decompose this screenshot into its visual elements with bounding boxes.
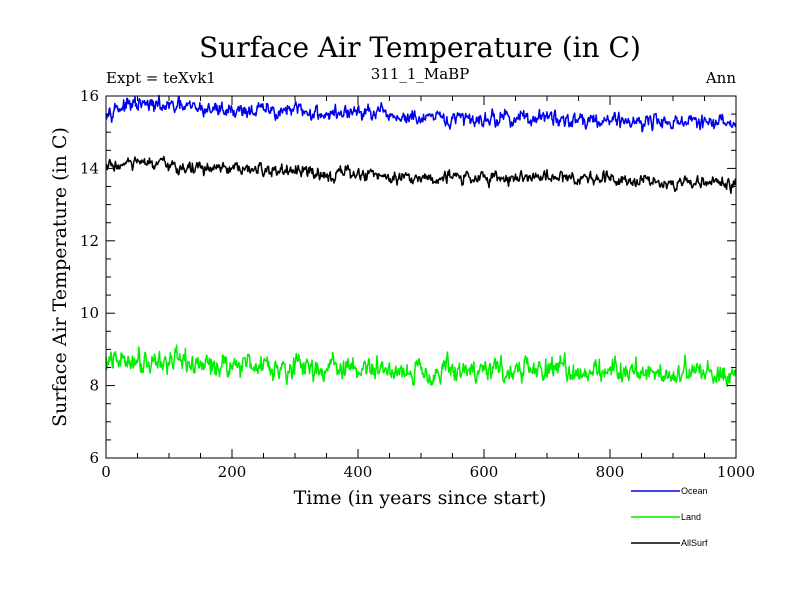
legend: Ocean Land AllSurf	[631, 486, 708, 548]
x-tick-label: 800	[596, 463, 625, 481]
y-tick-label: 10	[80, 304, 99, 322]
y-tick-label: 14	[80, 159, 99, 177]
x-tick-labels: 0 200 400 600 800 1000	[101, 463, 755, 481]
x-tick-label: 1000	[717, 463, 755, 481]
x-tick-label: 400	[344, 463, 373, 481]
series-line-ocean	[105, 94, 737, 133]
series-line-land	[105, 344, 737, 387]
legend-label-ocean: Ocean	[681, 486, 708, 496]
chart-subtitle: 311_1_MaBP	[371, 65, 470, 83]
x-axis-label: Time (in years since start)	[294, 487, 547, 509]
y-tick-label: 6	[89, 449, 99, 467]
experiment-label: Expt = teXvk1	[106, 69, 216, 87]
x-tick-label: 0	[101, 463, 111, 481]
series-layer	[105, 94, 737, 387]
x-tick-label: 200	[218, 463, 247, 481]
legend-label-allsurf: AllSurf	[681, 538, 708, 548]
y-tick-label: 16	[80, 87, 99, 105]
chart-title: Surface Air Temperature (in C)	[199, 31, 641, 64]
x-tick-label: 600	[470, 463, 499, 481]
season-label: Ann	[705, 69, 736, 87]
y-tick-label: 12	[80, 232, 99, 250]
axis-ticks	[105, 95, 737, 459]
series-line-allsurf	[105, 155, 737, 195]
y-tick-labels: 6 8 10 12 14 16	[80, 87, 99, 467]
y-axis-label: Surface Air Temperature (in C)	[49, 127, 71, 427]
plot-frame	[105, 95, 737, 459]
y-tick-label: 8	[89, 377, 99, 395]
legend-label-land: Land	[681, 512, 701, 522]
